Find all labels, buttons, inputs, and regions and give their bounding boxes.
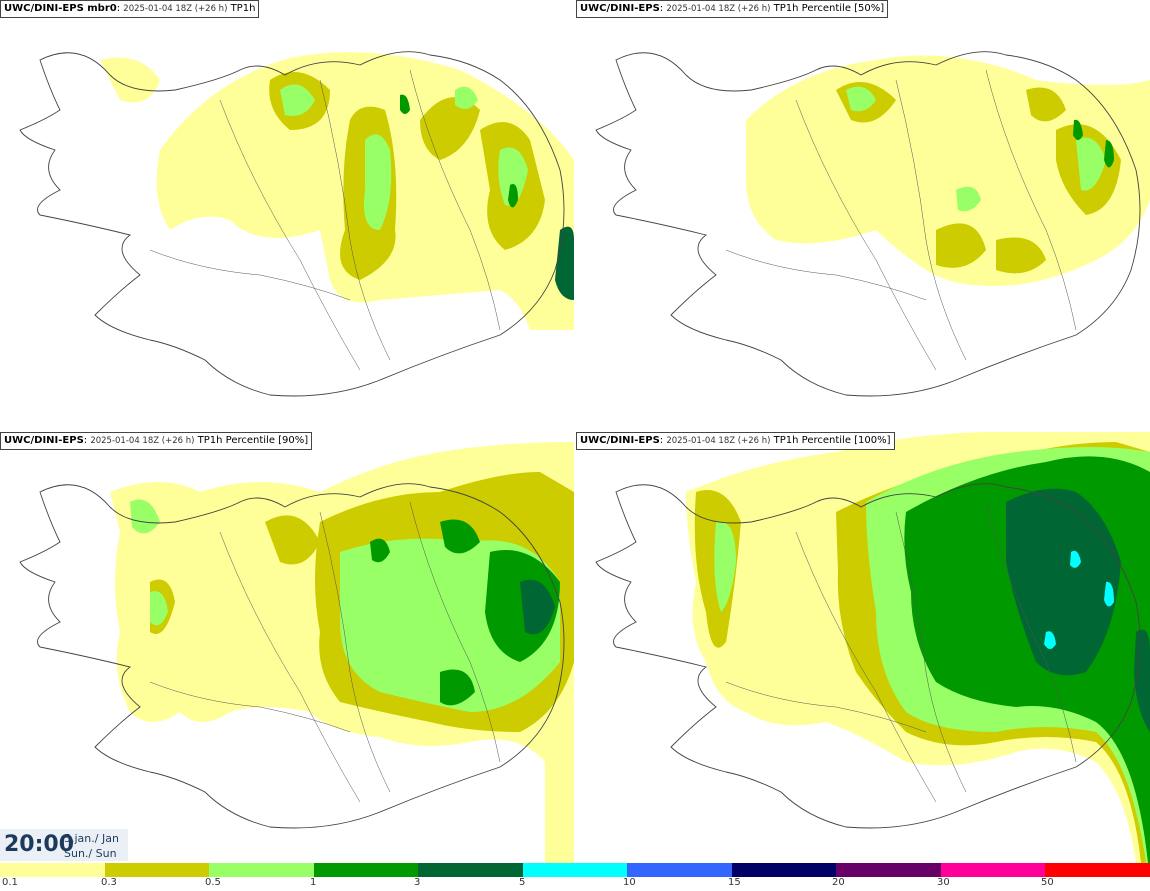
- colorbar-swatch: [731, 863, 837, 877]
- colorbar-swatch: [209, 863, 314, 877]
- colorbar-tick-label: 50: [1041, 877, 1054, 888]
- valid-time-box: 20:00 5.jan./ Jan Sun./ Sun: [0, 829, 128, 861]
- precip-map: [19, 51, 574, 397]
- valid-date-line2: Sun./ Sun: [64, 847, 117, 860]
- run-label: 2025-01-04 18Z (+26 h): [666, 436, 771, 446]
- colorbar-tick-label: 10: [623, 877, 636, 888]
- coastline: [19, 51, 565, 397]
- panel-title: UWC/DINI-EPS: 2025-01-04 18Z (+26 h) TP1…: [576, 432, 895, 450]
- colorbar-swatch: [1045, 863, 1150, 877]
- precip-layer: [746, 55, 1150, 286]
- rivers: [149, 501, 501, 803]
- rivers: [725, 69, 1077, 371]
- valid-date-line1: 5.jan./ Jan: [64, 832, 119, 845]
- map-panel-mbr0: UWC/DINI-EPS mbr0: 2025-01-04 18Z (+26 h…: [0, 0, 574, 431]
- field-label: TP1h Percentile [100%]: [773, 435, 891, 446]
- precip-map: [595, 432, 1150, 863]
- panel-title: UWC/DINI-EPS: 2025-01-04 18Z (+26 h) TP1…: [0, 432, 313, 450]
- coastline: [19, 483, 565, 829]
- map-panel-p90: UWC/DINI-EPS: 2025-01-04 18Z (+26 h) TP1…: [0, 432, 574, 863]
- precip-layer: [100, 52, 574, 330]
- model-label: UWC/DINI-EPS: [4, 435, 84, 446]
- run-label: 2025-01-04 18Z (+26 h): [90, 436, 195, 446]
- colorbar-tick-label: 0.5: [205, 877, 221, 888]
- colorbar-tick-label: 3: [414, 877, 421, 888]
- colorbar-tick-label: 30: [937, 877, 950, 888]
- precip-map: [595, 51, 1150, 397]
- colorbar-tick-label: 20: [832, 877, 845, 888]
- panel-separator: [574, 0, 576, 863]
- colorbar-swatch: [836, 863, 941, 877]
- colorbar-tick-label: 0.3: [101, 877, 117, 888]
- colorbar-tick-label: 1: [310, 877, 317, 888]
- colorbar-swatch: [522, 863, 628, 877]
- colorbar-swatch: [418, 863, 523, 877]
- colorbar-swatch: [104, 863, 210, 877]
- coastline: [595, 51, 1141, 397]
- colorbar-ticks: 0.1 0.3 0.5 1 3 5 10 15 20 30 50: [0, 877, 1150, 891]
- run-label: 2025-01-04 18Z (+26 h): [666, 4, 771, 14]
- map-panel-p100: UWC/DINI-EPS: 2025-01-04 18Z (+26 h) TP1…: [576, 432, 1150, 863]
- valid-time: 20:00: [4, 832, 75, 857]
- precip-layer: [686, 432, 1150, 863]
- model-label: UWC/DINI-EPS: [580, 3, 660, 14]
- rivers: [725, 501, 1077, 803]
- field-label: TP1h Percentile [90%]: [197, 435, 309, 446]
- coastline: [595, 483, 1141, 829]
- map-panel-p50: UWC/DINI-EPS: 2025-01-04 18Z (+26 h) TP1…: [576, 0, 1150, 431]
- field-label: TP1h: [230, 3, 256, 14]
- model-label: UWC/DINI-EPS: [580, 435, 660, 446]
- run-label: 2025-01-04 18Z (+26 h): [123, 4, 228, 14]
- colorbar-tick-label: 15: [728, 877, 741, 888]
- valid-date: 5.jan./ Jan Sun./ Sun: [64, 831, 119, 861]
- colorbar-tick-label: 0.1: [2, 877, 18, 888]
- colorbar-swatch: [627, 863, 732, 877]
- precip-colorbar: [0, 863, 1150, 877]
- colorbar-tick-label: 5: [519, 877, 526, 888]
- panel-title: UWC/DINI-EPS mbr0: 2025-01-04 18Z (+26 h…: [0, 0, 260, 18]
- rivers: [149, 69, 501, 371]
- model-label: UWC/DINI-EPS mbr0: [4, 3, 117, 14]
- colorbar-swatch: [0, 863, 105, 877]
- colorbar-swatch: [313, 863, 419, 877]
- precip-layer: [110, 442, 574, 863]
- field-label: TP1h Percentile [50%]: [773, 3, 885, 14]
- colorbar-swatch: [940, 863, 1046, 877]
- panel-title: UWC/DINI-EPS: 2025-01-04 18Z (+26 h) TP1…: [576, 0, 889, 18]
- precip-map: [19, 442, 574, 863]
